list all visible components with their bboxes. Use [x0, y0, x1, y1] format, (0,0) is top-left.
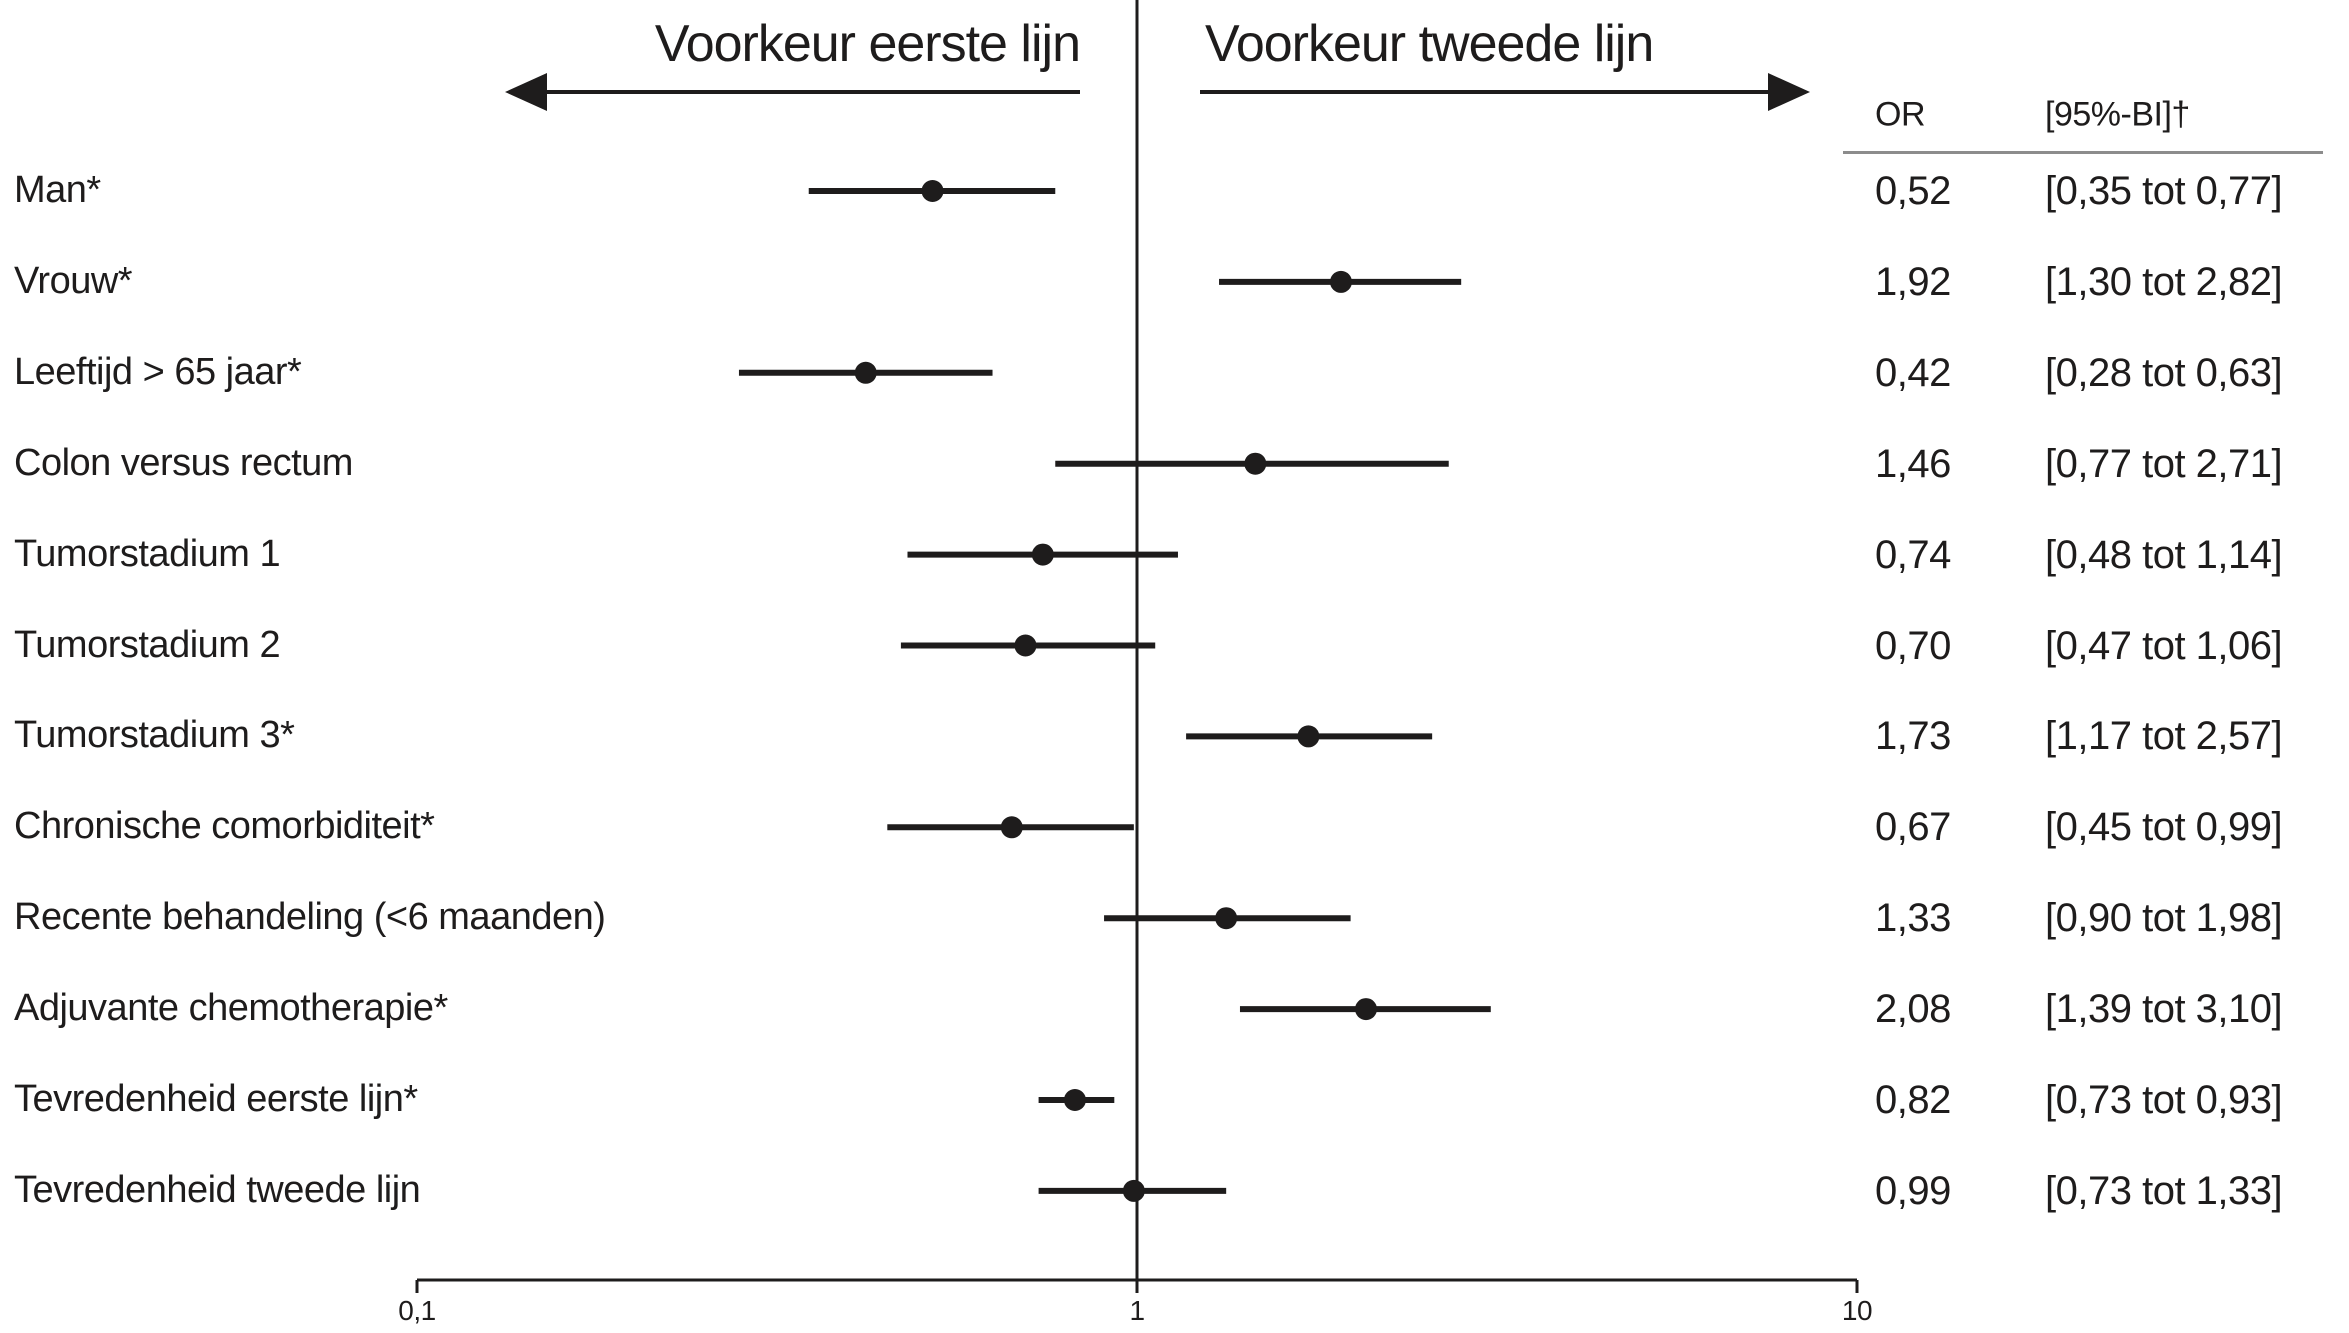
- row-label: Recente behandeling (<6 maanden): [14, 896, 606, 939]
- right-direction-title: Voorkeur tweede lijn: [1205, 15, 1654, 73]
- axis-tick-label: 1: [1129, 1295, 1145, 1326]
- or-value: 2,08: [1875, 987, 1951, 1032]
- or-dot: [1215, 907, 1238, 930]
- left-direction-title: Voorkeur eerste lijn: [654, 15, 1081, 73]
- row-label: Adjuvante chemotherapie*: [14, 987, 448, 1030]
- ci-value: [0,90 tot 1,98]: [2045, 896, 2283, 941]
- right-arrow-head-icon: [1768, 73, 1810, 111]
- row-label: Tumorstadium 2: [14, 623, 281, 666]
- or-dot: [921, 180, 944, 202]
- row-label: Leeftijd > 65 jaar*: [14, 350, 302, 393]
- ci-column-header: [95%-BI]†: [2045, 95, 2190, 134]
- ci-value: [0,77 tot 2,71]: [2045, 441, 2283, 486]
- or-value: 1,92: [1875, 259, 1951, 304]
- or-dot: [1329, 270, 1352, 293]
- row-label: Tumorstadium 3*: [14, 714, 295, 757]
- or-dot: [1063, 1089, 1086, 1111]
- row-label: Tevredenheid tweede lijn: [14, 1168, 421, 1211]
- table-header-rule: [1843, 151, 2323, 154]
- ci-value: [1,17 tot 2,57]: [2045, 714, 2283, 759]
- or-value: 1,33: [1875, 896, 1951, 941]
- ci-value: [0,47 tot 1,06]: [2045, 623, 2283, 668]
- or-dot: [1244, 452, 1267, 475]
- or-value: 0,42: [1875, 350, 1951, 395]
- row-label: Colon versus rectum: [14, 441, 353, 484]
- ci-value: [0,73 tot 0,93]: [2045, 1078, 2283, 1122]
- or-value: 0,70: [1875, 623, 1951, 668]
- or-dot: [854, 361, 877, 384]
- row-label: Vrouw*: [14, 259, 133, 302]
- or-dot: [1014, 634, 1037, 657]
- row-label: Tevredenheid eerste lijn*: [14, 1078, 418, 1121]
- or-dot: [1031, 543, 1054, 566]
- or-value: 0,82: [1875, 1078, 1951, 1122]
- or-column-header: OR: [1875, 95, 1926, 134]
- or-value: 0,99: [1875, 1168, 1951, 1213]
- ci-value: [1,39 tot 3,10]: [2045, 987, 2283, 1032]
- ci-value: [0,45 tot 0,99]: [2045, 805, 2283, 850]
- or-dot: [1122, 1179, 1145, 1202]
- ci-value: [0,48 tot 1,14]: [2045, 532, 2283, 577]
- ci-value: [0,35 tot 0,77]: [2045, 169, 2283, 213]
- or-value: 0,67: [1875, 805, 1951, 850]
- or-value: 1,46: [1875, 441, 1951, 486]
- or-dot: [1000, 816, 1023, 839]
- ci-value: [1,30 tot 2,82]: [2045, 259, 2283, 304]
- row-label: Man*: [14, 169, 101, 212]
- or-value: 0,74: [1875, 532, 1951, 577]
- left-arrow-head-icon: [505, 73, 547, 111]
- row-label: Chronische comorbiditeit*: [14, 805, 435, 848]
- or-value: 1,73: [1875, 714, 1951, 759]
- ci-value: [0,73 tot 1,33]: [2045, 1168, 2283, 1213]
- row-label: Tumorstadium 1: [14, 532, 281, 575]
- axis-tick-label: 10: [1841, 1295, 1873, 1326]
- or-value: 0,52: [1875, 169, 1951, 213]
- or-dot: [1355, 998, 1378, 1021]
- axis-tick-label: 0,1: [398, 1295, 436, 1326]
- ci-value: [0,28 tot 0,63]: [2045, 350, 2283, 395]
- or-dot: [1297, 725, 1320, 748]
